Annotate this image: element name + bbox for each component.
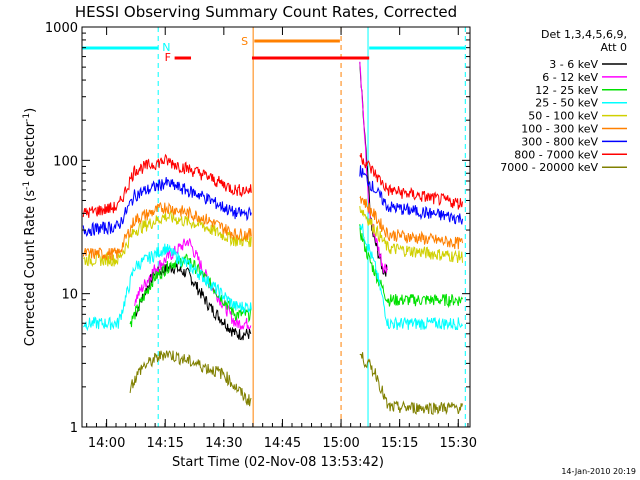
series-pre-8 [129,350,252,407]
series-post-6 [359,165,463,225]
x-tick-label-1: 14:15 [146,436,183,451]
x-tick-label-0: 14:00 [88,436,125,451]
timestamp: 14-Jan-2010 20:19 [561,467,636,476]
plot-frame [81,26,471,428]
legend-entry-label-3: 25 - 50 keV [535,97,598,110]
legend-entry-label-5: 100 - 300 keV [521,123,598,136]
series-post-4 [359,206,463,263]
x-tick-label-4: 15:00 [322,436,359,451]
y-tick-label-2: 100 [53,154,78,169]
series-post-2 [359,224,463,309]
series-post-3 [359,223,463,331]
flag-label-s: S [241,35,248,48]
flag-label-n: N [162,41,170,54]
legend-entry-label-7: 800 - 7000 keV [514,148,598,161]
legend-entry-label-1: 6 - 12 keV [542,71,598,84]
legend-entry-label-8: 7000 - 20000 keV [500,161,598,174]
y-tick-label-1: 10 [61,288,78,303]
series-post-5 [359,195,463,250]
y-tick-label-0: 1 [70,421,78,436]
y-axis-ticks: 1 10 100 1000 [45,21,470,436]
x-tick-label-6: 15:30 [440,436,477,451]
y-axis-label: Corrected Count Rate (s-1 detector-1) [22,108,38,346]
x-tick-label-2: 14:30 [205,436,242,451]
x-tick-label-3: 14:45 [264,436,301,451]
y-axis-label-mid: detector [23,121,38,181]
y-axis-label-exp2: -1 [22,113,32,122]
plot-traces: NF S [82,27,466,427]
legend-entry-label-6: 300 - 800 keV [521,135,598,148]
x-axis-label: Start Time (02-Nov-08 13:53:42) [172,455,384,470]
chart-title: HESSI Observing Summary Count Rates, Cor… [75,3,457,21]
legend-entry-label-0: 3 - 6 keV [549,58,598,71]
series-pre-1 [134,238,252,330]
legend-entry-label-4: 50 - 100 keV [528,110,598,123]
legend-header-line-2: Att 0 [601,41,627,54]
x-tick-label-5: 15:15 [381,436,418,451]
legend-entry-label-2: 12 - 25 keV [535,84,598,97]
series-pre-7 [82,153,252,218]
series-post-7 [359,153,463,210]
series-pre-2 [129,253,252,328]
y-axis-label-end: ) [23,108,38,113]
legend-header-line-1: Det 1,3,4,5,6,9, [541,28,627,41]
series-post-8 [359,352,463,416]
flag-label-f: F [165,51,171,64]
series-pre-3 [83,243,252,332]
x-axis-ticks: 14:00 14:15 14:30 14:45 15:00 15:15 15:30 [86,27,477,451]
series-pre-4 [82,210,252,268]
series-pre-6 [82,176,252,237]
y-axis-label-exp1: -1 [22,181,32,190]
y-axis-label-main: Corrected Count Rate (s [23,190,38,347]
y-tick-label-3: 1000 [45,21,78,36]
series-pre-5 [82,202,252,261]
